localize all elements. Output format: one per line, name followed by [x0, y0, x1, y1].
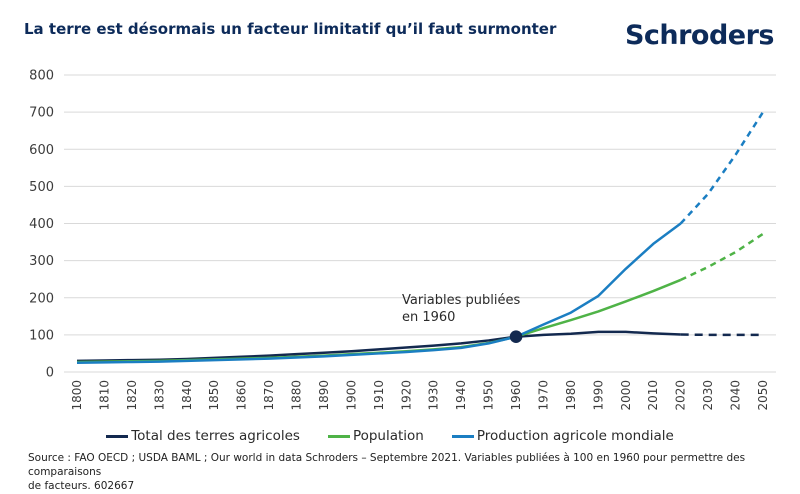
x-tick-label: 1900 [344, 380, 358, 411]
marker-1960 [509, 330, 523, 344]
y-tick-label: 400 [29, 217, 54, 232]
x-tick-label: 1930 [427, 380, 441, 411]
chart-area: 0 100 200 300 400 500 600 700 800 1800 1810 1820 183… [0, 60, 800, 425]
source-note: Source : FAO OECD ; USDA BAML ; Our worl… [28, 452, 792, 494]
x-tick-label: 1800 [70, 380, 84, 411]
legend-label: Total des terres agricoles [131, 428, 300, 444]
y-tick-label: 300 [29, 254, 54, 269]
series-line [76, 222, 682, 364]
legend-label: Production agricole mondiale [476, 428, 674, 444]
x-tick-label: 2000 [619, 380, 633, 411]
schroders-logo: Schroders [624, 20, 775, 51]
x-tick-label: 1840 [180, 380, 194, 411]
x-tick-label: 2030 [701, 380, 715, 411]
legend-swatch-navy [106, 434, 129, 438]
x-tick-label: 1860 [235, 380, 249, 411]
x-tick-label: 1890 [317, 380, 331, 411]
x-tick-label: 1820 [125, 380, 139, 411]
series-line-projection [679, 111, 765, 225]
y-tick-label: 200 [29, 291, 54, 306]
legend-swatch-blue [451, 434, 474, 438]
series-line-projection [680, 232, 764, 282]
legend-item-terres: Total des terres agricoles [106, 428, 300, 444]
series-line [76, 330, 681, 363]
x-tick-label: 1990 [591, 380, 605, 411]
x-tick-label: 1850 [207, 380, 221, 411]
y-tick-label: 700 [29, 106, 54, 121]
annotation-line1: Variables publiées [402, 293, 521, 308]
x-tick-label: 2010 [646, 380, 660, 411]
legend-swatch-green [327, 434, 350, 438]
y-tick-label: 800 [29, 69, 54, 84]
x-tick-label: 1970 [536, 380, 550, 411]
x-tick-label: 1960 [509, 380, 523, 411]
y-tick-label: 0 [46, 366, 54, 381]
source-line1: Source : FAO OECD ; USDA BAML ; Our worl… [28, 452, 746, 478]
x-tick-label: 1830 [152, 380, 166, 411]
x-tick-label: 1920 [399, 380, 413, 411]
x-tick-label: 1910 [372, 380, 386, 411]
source-line2: de facteurs. 602667 [28, 479, 135, 492]
y-tick-label: 600 [29, 143, 54, 158]
x-tick-label: 1880 [290, 380, 304, 411]
x-tick-label: 2050 [756, 380, 770, 411]
annotation-line2: en 1960 [402, 309, 456, 325]
page-title: La terre est désormais un facteur limita… [24, 20, 557, 38]
x-tick-label: 1980 [564, 380, 578, 411]
x-tick-label: 1940 [454, 380, 468, 411]
x-tick-label: 2020 [674, 380, 688, 411]
line-chart: 0 100 200 300 400 500 600 700 800 1800 1810 1820 183… [29, 69, 776, 411]
legend-label: Population [352, 428, 424, 444]
y-tick-label: 500 [29, 180, 54, 195]
chart-annotation: Variables publiées en 1960 [402, 293, 520, 327]
x-tick-label: 1950 [482, 380, 496, 411]
x-tick-label: 2040 [729, 380, 743, 411]
y-tick-label: 100 [29, 328, 54, 343]
legend-item-population: Population [327, 428, 424, 444]
x-tick-label: 1870 [262, 380, 276, 411]
chart-legend: Total des terres agricoles Population Pr… [0, 428, 780, 444]
legend-item-production: Production agricole mondiale [451, 428, 674, 444]
x-tick-label: 1810 [97, 380, 111, 411]
